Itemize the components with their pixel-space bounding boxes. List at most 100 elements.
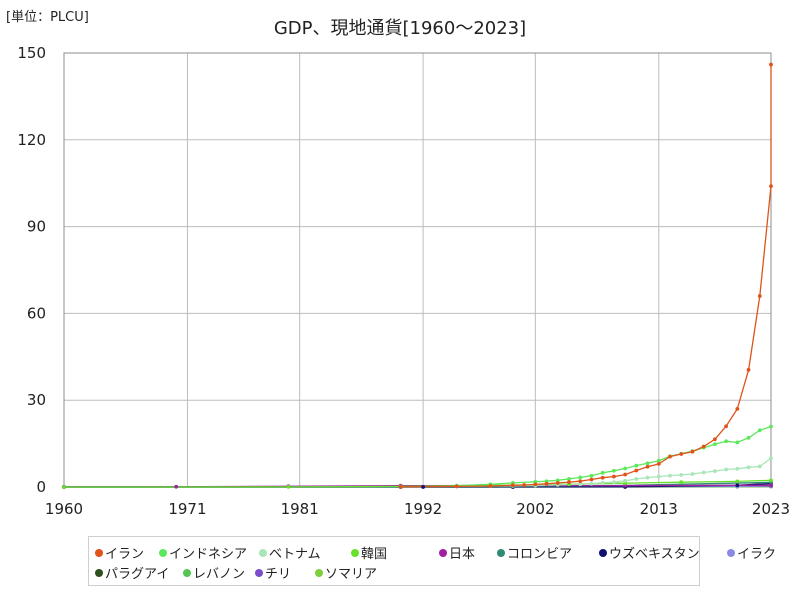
y-tick-label: 30 [27,391,46,409]
data-point [623,478,628,483]
legend-label: レバノン [193,567,246,582]
legend-label: パラグアイ [105,567,170,582]
data-point [589,473,594,478]
data-point [656,474,661,479]
data-point [757,464,762,469]
legend-entry: レバノン [183,563,245,582]
plot-frame [63,52,772,488]
data-point [555,478,560,483]
data-point [174,484,179,489]
legend-entry: チリ [255,563,291,582]
data-point [634,477,639,481]
legend-entry: パラグアイ [95,563,169,582]
x-tick-label: 1981 [281,500,319,518]
data-point [735,466,740,471]
legend-swatch [255,569,263,577]
data-point [62,485,66,489]
data-point [567,476,571,481]
data-point [701,470,706,475]
data-point [645,461,650,466]
legend-entry: イラン [95,543,144,562]
legend-label: ベトナム [269,547,321,562]
data-point [769,424,773,429]
x-tick-label: 1992 [404,500,442,518]
legend-label: ウズベキスタン [609,547,700,562]
legend-label: 韓国 [361,547,388,562]
data-point [668,454,672,459]
data-point [735,406,740,411]
y-tick-label: 0 [36,478,46,496]
data-point [746,367,751,372]
data-point [488,484,493,488]
data-point [611,468,616,473]
data-point [712,442,717,447]
data-point [735,479,740,484]
data-point [746,465,751,470]
data-point [544,479,549,484]
chart-title: GDP、現地通貨[1960～2023] [273,18,527,39]
data-point [712,437,717,442]
legend-swatch [497,549,505,557]
data-point [735,440,740,445]
data-point [567,480,571,484]
data-point [769,62,773,67]
data-point [724,439,729,444]
x-tick-label: 1960 [45,500,83,518]
legend-entry: イラク [727,543,776,562]
data-point [634,463,639,468]
legend-entry: 日本 [439,543,475,562]
y-tick-label: 150 [17,44,46,62]
data-point [286,484,291,489]
data-point [600,480,605,485]
data-point [769,478,773,483]
data-point [634,468,639,473]
legend-entry: ソマリア [315,563,377,582]
data-point [398,485,403,489]
legend-entry: ベトナム [259,543,321,562]
data-point [668,473,672,478]
data-point [510,483,515,488]
data-point [555,481,560,485]
legend-label: インドネシア [169,547,248,562]
data-point [701,444,706,449]
data-point [656,461,661,466]
data-point [645,475,650,480]
data-point [679,452,684,456]
data-point [724,467,729,472]
x-tick-label: 2013 [640,500,678,518]
data-point [724,424,729,429]
legend-entry: インドネシア [159,543,247,562]
x-tick-label: 2023 [752,500,790,518]
y-tick-label: 120 [17,131,46,149]
legend-label: イラク [737,547,777,562]
data-point [679,472,684,477]
data-point [735,483,740,488]
data-point [769,456,773,460]
legend-label: イラン [105,547,145,562]
data-point [600,475,605,480]
data-point [533,482,538,487]
legend-swatch [351,549,359,557]
data-point [679,480,684,485]
data-point [623,472,628,477]
data-point [611,474,616,479]
chart-legend: イラン インドネシア ベトナム 韓国 日本 コロンビア ウズベキスタン イラクパラグアイ レバノ… [88,536,776,586]
legend-label: 日本 [449,547,476,562]
data-point [712,469,717,473]
legend-swatch [727,549,735,557]
data-point [757,428,762,433]
legend-label: コロンビア [507,547,573,562]
data-point [656,458,661,463]
legend-swatch [439,549,447,557]
legend-swatch [183,569,191,577]
data-point [600,470,605,475]
data-point [589,481,594,486]
x-tick-label: 1971 [168,500,206,518]
legend-label: チリ [265,567,292,582]
unit-label: [単位：PLCU] [6,10,89,25]
data-point [421,485,426,489]
legend-swatch [599,549,607,557]
legend-entry: コロンビア [497,543,572,562]
legend-swatch [95,549,103,557]
x-tick-label: 2002 [516,500,554,518]
